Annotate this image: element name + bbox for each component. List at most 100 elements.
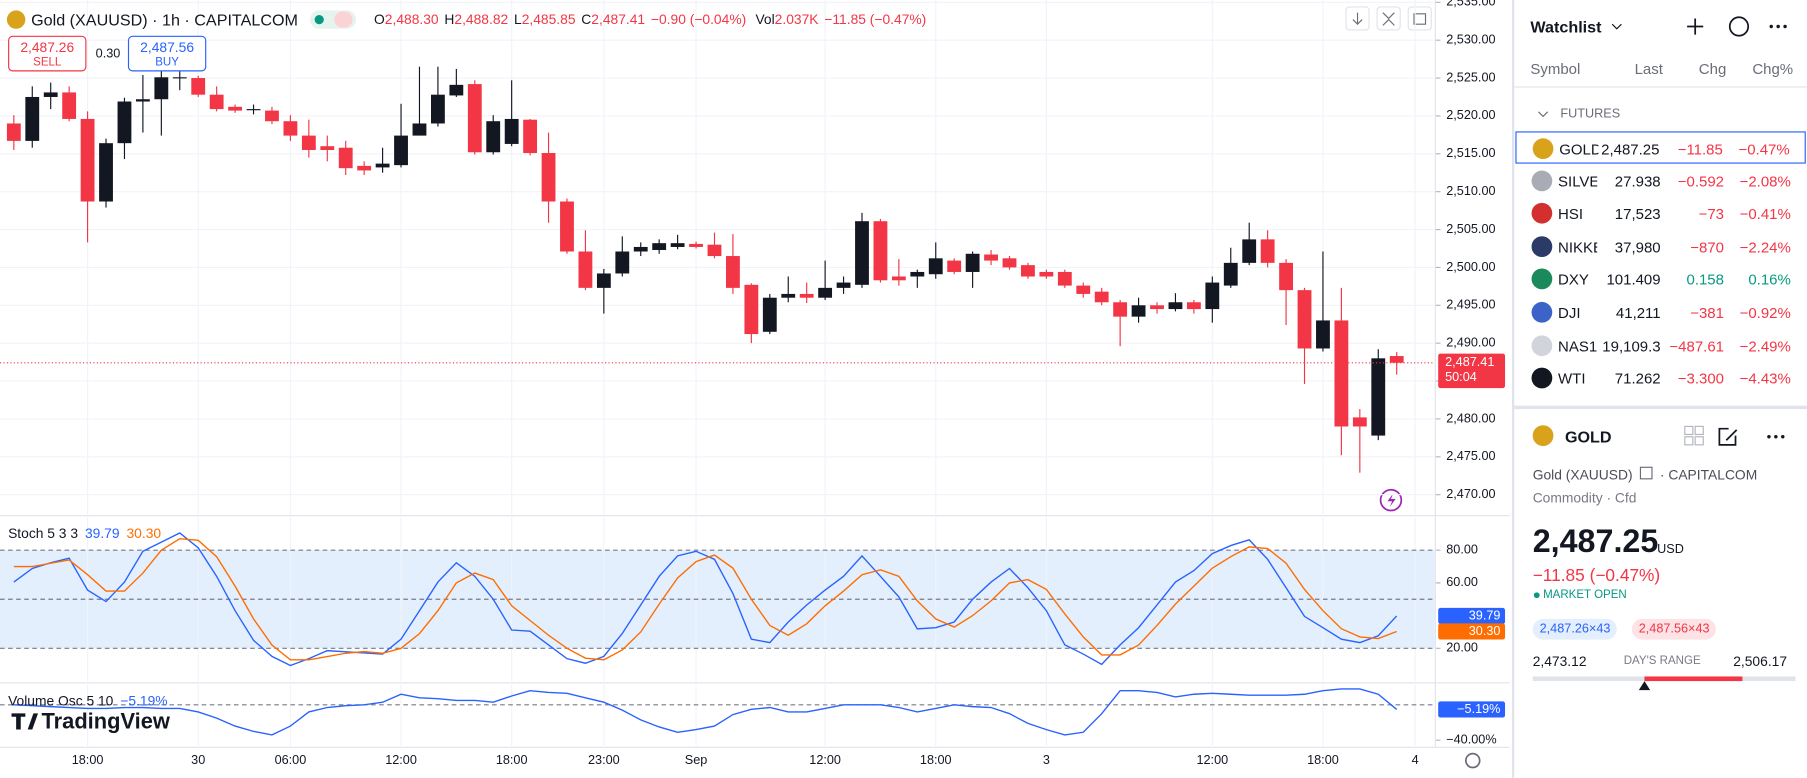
detail-symbol[interactable]: GOLD bbox=[1564, 427, 1612, 446]
detail-name-line: Gold (XAUUSD) · CAPITALCOM bbox=[1532, 466, 1757, 483]
more-dot[interactable] bbox=[1774, 435, 1778, 439]
watchlist-title[interactable]: Watchlist bbox=[1530, 17, 1602, 36]
cell-chg-pct: −2.49% bbox=[1739, 337, 1791, 355]
watchlist-row[interactable]: NAS1 19,109.3 −487.61 −2.49% bbox=[1515, 329, 1805, 361]
cell-symbol: DXY bbox=[1558, 271, 1589, 289]
layout-icon[interactable] bbox=[1684, 436, 1694, 446]
x-tick-label: 18:00 bbox=[72, 753, 104, 767]
cell-chg-pct: −0.41% bbox=[1739, 205, 1791, 223]
cell-last: 37,980 bbox=[1614, 238, 1661, 256]
cell-chg: −0.592 bbox=[1677, 172, 1724, 190]
candle-body bbox=[1076, 285, 1091, 294]
detail-icon bbox=[1532, 425, 1554, 446]
cell-chg-pct: −2.24% bbox=[1739, 238, 1791, 256]
cell-chg: −870 bbox=[1690, 238, 1724, 256]
column-header[interactable]: Chg% bbox=[1752, 59, 1794, 78]
cell-symbol: DJI bbox=[1558, 304, 1581, 322]
cell-symbol: SILVE bbox=[1558, 172, 1598, 190]
y-tick-label: 2,525.00 bbox=[1446, 70, 1495, 84]
status-dot bbox=[1533, 592, 1540, 599]
cell-chg: −381 bbox=[1690, 304, 1724, 322]
edit-icon[interactable] bbox=[1718, 427, 1738, 446]
reset-button[interactable] bbox=[1407, 6, 1432, 31]
watchlist-row[interactable]: GOLD 2,487.25 −11.85 −0.47% bbox=[1515, 131, 1806, 164]
candle-body bbox=[873, 221, 888, 281]
candle-body bbox=[1260, 239, 1275, 263]
range-title: DAY'S RANGE bbox=[1623, 654, 1701, 668]
watchlist-row[interactable]: WTI 71.262 −3.300 −4.43% bbox=[1515, 362, 1805, 394]
detail-category: Commodity · Cfd bbox=[1532, 489, 1637, 506]
chart-toolbar[interactable] bbox=[1345, 6, 1432, 31]
candle-body bbox=[504, 118, 519, 144]
y-tick-label: 2,470.00 bbox=[1446, 487, 1495, 501]
last-price-label: 2,487.41 bbox=[1445, 355, 1494, 369]
more-dot[interactable] bbox=[1769, 24, 1773, 29]
link-icon[interactable] bbox=[1639, 466, 1653, 480]
cell-chg-pct: 0.16% bbox=[1748, 271, 1791, 289]
cell-chg-pct: −2.08% bbox=[1739, 172, 1791, 190]
legend-value: −5.19% bbox=[120, 692, 168, 709]
watchlist-row[interactable]: SILVE 27.938 −0.592 −2.08% bbox=[1515, 164, 1805, 196]
more-dot[interactable] bbox=[1783, 24, 1787, 29]
indicator-title[interactable]: Volume Osc 5 10 bbox=[8, 692, 114, 709]
candle-body bbox=[1150, 305, 1164, 310]
watchlist-row[interactable]: NIKKE 37,980 −870 −2.24% bbox=[1515, 230, 1805, 262]
watchlist-tools[interactable] bbox=[1685, 14, 1800, 39]
indicator-title[interactable]: Stoch 5 3 3 bbox=[8, 525, 79, 542]
ohlc-value: 2,485.85 bbox=[521, 11, 576, 28]
symbol-title[interactable]: Gold (XAUUSD) · 1h · CAPITALCOM bbox=[31, 10, 298, 29]
ohlc-key: H bbox=[444, 11, 455, 28]
ohlc-value: 2,488.30 bbox=[384, 11, 439, 28]
detail-price: 2,487.25 bbox=[1532, 523, 1659, 559]
layout-icon[interactable] bbox=[1694, 436, 1704, 446]
candle-body bbox=[6, 123, 21, 141]
candle-body bbox=[1186, 302, 1201, 310]
ask-chip: 2,487.56×43 bbox=[1631, 618, 1717, 640]
pane-background bbox=[0, 684, 1435, 750]
y-tick-label: 2,480.00 bbox=[1446, 411, 1495, 425]
column-header[interactable]: Last bbox=[1634, 59, 1663, 78]
more-dot[interactable] bbox=[1776, 24, 1780, 29]
detail-name[interactable]: Gold (XAUUSD) bbox=[1532, 466, 1633, 483]
cell-chg-pct: −4.43% bbox=[1739, 370, 1791, 388]
y-tick-label: 2,515.00 bbox=[1446, 146, 1495, 160]
last-price-badge bbox=[1438, 353, 1506, 389]
y-tick-label: 2,535.00 bbox=[1446, 0, 1495, 9]
sell-price: 2,487.26 bbox=[20, 39, 75, 56]
candle-body bbox=[338, 147, 353, 169]
divider bbox=[1514, 86, 1807, 88]
symbol-icon bbox=[6, 10, 26, 29]
more-dot[interactable] bbox=[1781, 435, 1785, 439]
settings-icon[interactable] bbox=[1464, 752, 1481, 769]
candle-body bbox=[43, 92, 58, 97]
layout-icon[interactable] bbox=[1684, 425, 1694, 436]
cell-symbol: NAS1 bbox=[1558, 337, 1598, 355]
add-icon[interactable] bbox=[1687, 18, 1704, 35]
detail-tools[interactable] bbox=[1683, 424, 1798, 449]
sell-button[interactable]: 2,487.26 SELL bbox=[8, 35, 87, 72]
market-dot bbox=[314, 14, 324, 25]
y-tick-label: 2,490.00 bbox=[1446, 336, 1495, 350]
watchlist-row[interactable]: DXY 101.409 0.158 0.16% bbox=[1515, 263, 1805, 295]
range-low: 2,473.12 bbox=[1532, 653, 1587, 670]
y-tick-label: 2,530.00 bbox=[1446, 32, 1495, 46]
buy-button[interactable]: 2,487.56 BUY bbox=[127, 35, 207, 72]
more-dot[interactable] bbox=[1767, 435, 1771, 439]
right-panel: Watchlist FUTURES GOLD Gold (XAUUS bbox=[1511, 0, 1807, 778]
value-badge-label: 39.79 bbox=[1469, 608, 1501, 622]
y-tick-label: 2,495.00 bbox=[1446, 298, 1495, 312]
candle-body bbox=[799, 293, 814, 298]
chart-icon[interactable] bbox=[1728, 16, 1750, 37]
candle-body bbox=[855, 221, 869, 285]
status-badges[interactable] bbox=[309, 10, 356, 29]
candle-body bbox=[689, 243, 703, 247]
section-title[interactable]: FUTURES bbox=[1560, 107, 1621, 122]
candle-body bbox=[320, 146, 335, 150]
layout-icon[interactable] bbox=[1694, 425, 1704, 436]
column-header[interactable]: Chg bbox=[1698, 59, 1727, 78]
watchlist-row[interactable]: DJI 41,211 −381 −0.92% bbox=[1515, 296, 1805, 328]
ohlc-key: L bbox=[513, 11, 522, 28]
column-header[interactable]: Symbol bbox=[1530, 59, 1581, 78]
watchlist-row[interactable]: HSI 17,523 −73 −0.41% bbox=[1515, 197, 1805, 229]
